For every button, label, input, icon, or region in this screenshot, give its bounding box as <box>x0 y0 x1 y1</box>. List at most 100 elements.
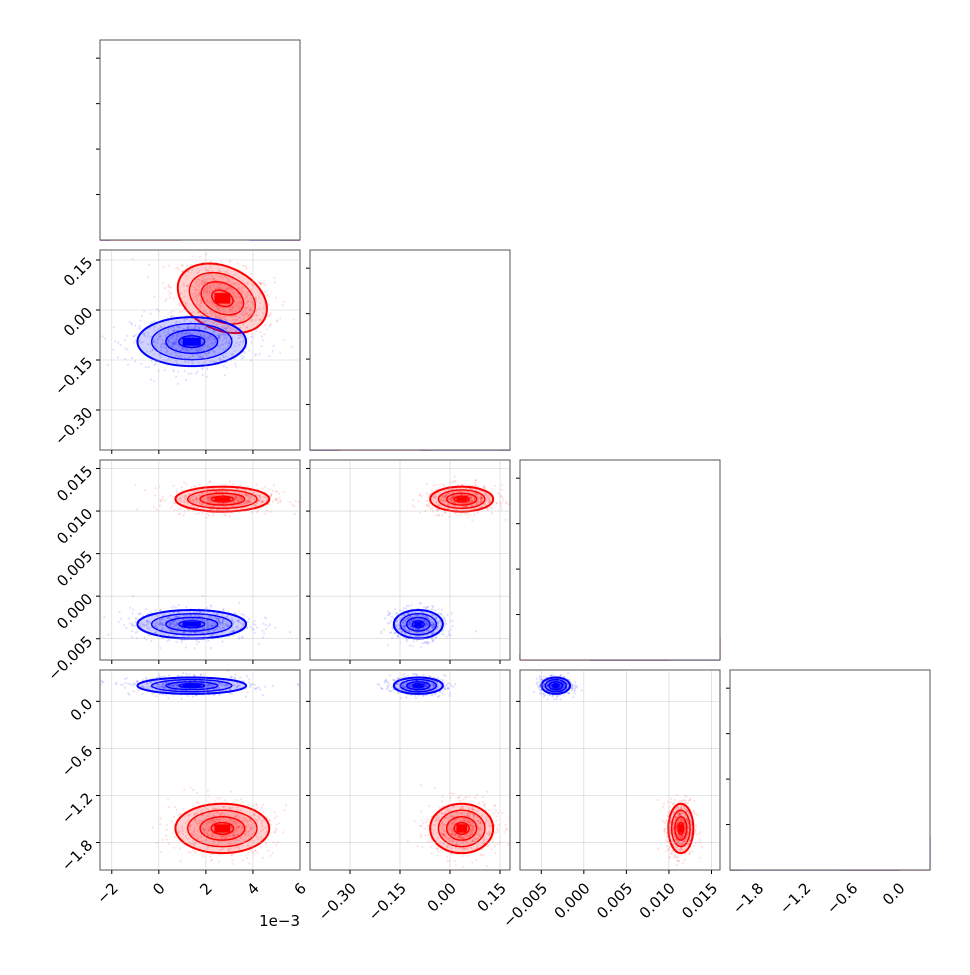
scatter-point <box>298 501 300 503</box>
scatter-point <box>262 623 264 625</box>
scatter-point <box>131 622 133 624</box>
scatter-point <box>272 490 274 492</box>
scatter-point <box>141 315 143 317</box>
scatter-point <box>231 676 233 678</box>
scatter-point <box>186 265 188 267</box>
scatter-point <box>516 510 518 512</box>
scatter-point <box>442 615 444 617</box>
scatter-point <box>444 620 446 622</box>
scatter-point <box>162 839 164 841</box>
scatter-point <box>132 258 134 260</box>
scatter-point <box>260 507 262 509</box>
scatter-point <box>166 829 168 831</box>
scatter-point <box>112 349 114 351</box>
scatter-point <box>172 505 174 507</box>
scatter-point <box>198 512 200 514</box>
scatter-point <box>260 846 262 848</box>
scatter-point <box>273 831 275 833</box>
scatter-point <box>173 847 175 849</box>
scatter-point <box>262 339 264 341</box>
scatter-point <box>179 311 181 313</box>
scatter-point <box>181 489 183 491</box>
scatter-point <box>188 372 190 374</box>
scatter-point <box>267 849 269 851</box>
scatter-point <box>487 508 489 510</box>
scatter-point <box>177 383 179 385</box>
scatter-point <box>421 495 423 497</box>
scatter-point <box>202 855 204 857</box>
scatter-point <box>255 849 257 851</box>
scatter-point <box>210 260 212 262</box>
scatter-point <box>196 801 198 803</box>
scatter-point <box>477 512 479 514</box>
scatter-point <box>409 644 411 646</box>
scatter-point <box>437 514 439 516</box>
scatter-point <box>185 379 187 381</box>
scatter-point <box>202 374 204 376</box>
scatter-point <box>127 364 129 366</box>
scatter-point <box>182 672 184 674</box>
scatter-point <box>229 516 231 518</box>
scatter-point <box>491 488 493 490</box>
scatter-point <box>263 284 265 286</box>
scatter-point <box>124 347 126 349</box>
scatter-point <box>248 618 250 620</box>
scatter-point <box>411 604 413 606</box>
scatter-point <box>443 634 445 636</box>
scatter-point <box>103 616 105 618</box>
scatter-point <box>193 647 195 649</box>
scatter-point <box>181 641 183 643</box>
scatter-point <box>202 852 204 854</box>
scatter-point <box>428 505 430 507</box>
scatter-point <box>466 513 468 515</box>
scatter-point <box>212 513 214 515</box>
scatter-point <box>295 500 297 502</box>
scatter-point <box>274 626 276 628</box>
scatter-point <box>181 270 183 272</box>
scatter-point <box>238 602 240 604</box>
scatter-point <box>131 324 133 326</box>
scatter-point <box>259 809 261 811</box>
scatter-point <box>165 298 167 300</box>
scatter-point <box>450 612 452 614</box>
scatter-point <box>140 319 142 321</box>
scatter-point <box>413 506 415 508</box>
scatter-point <box>263 333 265 335</box>
scatter-point <box>446 636 448 638</box>
scatter-point <box>269 488 271 490</box>
scatter-point <box>282 339 284 341</box>
scatter-point <box>164 369 166 371</box>
scatter-point <box>189 786 191 788</box>
histogram-frame <box>520 460 720 660</box>
scatter-point <box>191 255 193 257</box>
scatter-point <box>241 801 243 803</box>
scatter-point <box>118 611 120 613</box>
scatter-point <box>394 632 396 634</box>
scatter-point <box>250 341 252 343</box>
scatter-point <box>452 481 454 483</box>
scatter-point <box>262 811 264 813</box>
scatter-point <box>180 860 182 862</box>
scatter-point <box>269 819 271 821</box>
scatter-point <box>397 635 399 637</box>
scatter-panel-4-1 <box>96 670 300 876</box>
scatter-point <box>258 281 260 283</box>
scatter-point <box>173 298 175 300</box>
scatter-point <box>134 324 136 326</box>
scatter-point <box>173 315 175 317</box>
scatter-point <box>232 484 234 486</box>
scatter-point <box>195 513 197 515</box>
scatter-point <box>173 509 175 511</box>
scatter-point <box>178 269 180 271</box>
scatter-point <box>273 345 275 347</box>
scatter-point <box>389 632 391 634</box>
scatter-point <box>248 349 250 351</box>
scatter-point <box>276 829 278 831</box>
scatter-point <box>267 294 269 296</box>
scatter-point <box>176 266 178 268</box>
scatter-point <box>183 789 185 791</box>
density-peak <box>215 824 231 832</box>
scatter-point <box>139 612 141 614</box>
scatter-point <box>102 681 104 683</box>
